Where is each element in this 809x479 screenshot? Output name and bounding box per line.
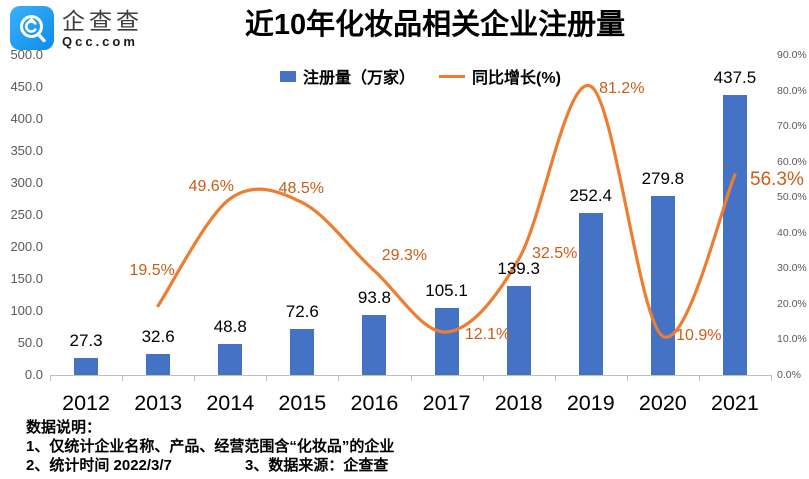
x-label-2014: 2014: [206, 391, 255, 415]
y-axis-right-label: 20.0%: [777, 297, 807, 310]
legend-bar-label: 注册量（万家）: [303, 70, 416, 87]
y-axis-right-label: 10.0%: [777, 333, 807, 346]
qcc-logo-icon: [10, 6, 54, 50]
y-axis-left-label: 0.0: [24, 367, 43, 382]
y-axis-right-label: 80.0%: [777, 84, 807, 97]
y-axis-left-label: 250.0: [10, 207, 43, 222]
legend-item-bar: 注册量（万家）: [280, 64, 415, 88]
legend-item-line: 同比增长(%): [439, 64, 561, 88]
x-label-2015: 2015: [278, 391, 327, 415]
y-axis-right-label: 0.0%: [777, 369, 801, 381]
x-axis-tick: [771, 375, 772, 381]
x-label-2019: 2019: [566, 391, 615, 415]
x-axis-tick: [266, 375, 268, 381]
y-axis-right-label: 70.0%: [777, 120, 807, 133]
x-axis-tick: [194, 375, 196, 381]
x-axis-tick: [122, 375, 124, 381]
x-axis-tick: [626, 375, 628, 381]
y-axis-left-label: 150.0: [10, 271, 43, 286]
x-axis-tick: [698, 375, 700, 381]
chart-legend: 注册量（万家） 同比增长(%): [280, 64, 561, 88]
value-label-2016: 93.8: [357, 287, 391, 307]
value-label-2017: 105.1: [425, 280, 468, 300]
growth-label-2015: 48.5%: [278, 179, 325, 197]
notes-line2: 2、统计时间 2022/3/7: [26, 457, 172, 474]
y-axis-right-label: 60.0%: [777, 155, 807, 168]
legend-bar-swatch-icon: [280, 70, 296, 82]
notes-heading: 数据说明：: [26, 419, 102, 436]
value-label-2012: 27.3: [69, 330, 103, 350]
growth-label-2016: 29.3%: [381, 246, 428, 264]
value-label-2014: 48.8: [213, 316, 247, 336]
x-label-2021: 2021: [711, 391, 759, 415]
y-axis-right-label: 40.0%: [777, 226, 807, 239]
legend-line-swatch-icon: [439, 74, 466, 78]
y-axis-right-label: 90.0%: [777, 49, 807, 61]
x-axis-tick: [410, 375, 412, 381]
data-notes: 数据说明： 1、仅统计企业名称、产品、经营范围含“化妆品”的企业 2、统计时间 …: [26, 418, 586, 475]
y-axis-left-label: 450.0: [10, 79, 43, 94]
y-axis-right-label: 30.0%: [777, 262, 807, 275]
growth-label-2017: 12.1%: [464, 325, 511, 343]
chart-title: 近10年化妆品相关企业注册量: [244, 9, 626, 41]
value-label-2019: 252.4: [569, 186, 613, 206]
growth-label-2021: 56.3%: [750, 168, 804, 190]
value-label-2021: 437.5: [713, 68, 757, 87]
bar-2013: [146, 354, 171, 375]
value-label-2020: 279.8: [641, 168, 685, 188]
growth-label-2019: 81.2%: [599, 80, 645, 98]
x-axis-tick: [338, 375, 340, 381]
value-label-2013: 32.6: [141, 327, 175, 347]
notes-line2-3: 2、统计时间 2022/3/7 3、数据来源：企查查: [26, 456, 586, 475]
bar-2014: [218, 343, 243, 375]
value-label-2015: 72.6: [285, 301, 319, 321]
notes-line1: 1、仅统计企业名称、产品、经营范围含“化妆品”的企业: [26, 438, 395, 455]
x-axis-tick: [554, 375, 556, 381]
x-label-2017: 2017: [422, 391, 471, 415]
x-label-2013: 2013: [134, 391, 183, 415]
x-label-2020: 2020: [638, 391, 687, 415]
y-axis-left-label: 400.0: [10, 111, 43, 126]
y-axis-right-label: 50.0%: [777, 191, 807, 204]
y-axis-left-label: 50.0: [17, 335, 43, 350]
x-axis-tick: [482, 375, 484, 381]
x-label-2012: 2012: [62, 391, 110, 415]
x-label-2016: 2016: [350, 391, 399, 415]
logo-domain: Qcc.com: [62, 33, 138, 49]
y-axis-left-label: 350.0: [10, 143, 43, 158]
y-axis-left-label: 100.0: [10, 303, 43, 318]
y-axis-left-label: 500.0: [10, 47, 43, 62]
y-axis-left-label: 200.0: [10, 239, 43, 254]
qcc-logo: 企查查 Qcc.com: [10, 6, 143, 50]
x-axis-tick: [50, 375, 51, 381]
growth-label-2018: 32.5%: [531, 245, 578, 263]
notes-line3: 3、数据来源：企查查: [245, 457, 389, 474]
growth-label-2013: 19.5%: [129, 261, 175, 279]
logo-name: 企查查: [62, 7, 143, 34]
growth-label-2014: 49.6%: [188, 177, 234, 195]
bar-2012: [74, 357, 99, 375]
y-axis-left-label: 300.0: [10, 175, 43, 190]
x-label-2018: 2018: [494, 391, 543, 415]
growth-label-2020: 10.9%: [676, 327, 722, 345]
legend-line-label: 同比增长(%): [472, 70, 561, 87]
